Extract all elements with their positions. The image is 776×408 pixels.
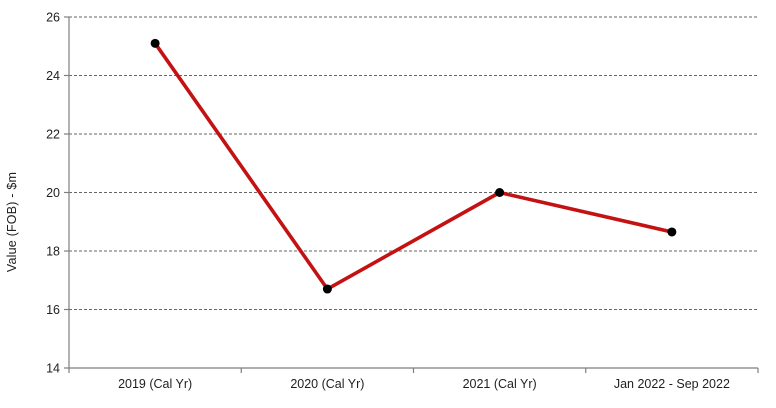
data-point-marker [322, 284, 332, 294]
y-tick-label: 14 [46, 362, 60, 376]
y-tick-label: 24 [46, 69, 60, 83]
x-tick-label: 2020 (Cal Yr) [290, 377, 364, 391]
x-tick-label: 2019 (Cal Yr) [118, 377, 192, 391]
data-point-marker [667, 227, 677, 237]
data-point-marker [150, 38, 160, 48]
y-tick-label: 16 [46, 303, 60, 317]
x-tick-label: Jan 2022 - Sep 2022 [614, 377, 730, 391]
x-tick-label: 2021 (Cal Yr) [463, 377, 537, 391]
y-tick-label: 26 [46, 11, 60, 25]
y-tick-label: 22 [46, 128, 60, 142]
data-point-marker [495, 188, 505, 197]
series-line [153, 41, 674, 291]
y-tick-label: 18 [46, 245, 60, 259]
y-tick-label: 20 [46, 186, 60, 200]
